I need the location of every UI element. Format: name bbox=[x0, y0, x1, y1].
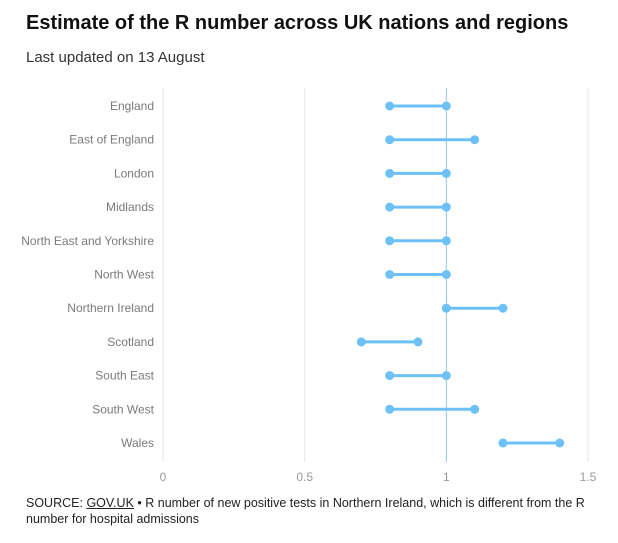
category-label: Scotland bbox=[107, 335, 154, 349]
category-label: South East bbox=[95, 369, 154, 383]
range-low-point bbox=[385, 404, 395, 414]
source-note: • R number of new positive tests in Nort… bbox=[26, 496, 585, 526]
category-label: South West bbox=[92, 402, 154, 416]
category-label: England bbox=[110, 99, 154, 113]
x-tick-label: 0.5 bbox=[296, 470, 313, 484]
source-prefix: SOURCE: bbox=[26, 496, 87, 510]
chart-subtitle: Last updated on 13 August bbox=[26, 49, 205, 66]
x-tick-label: 1 bbox=[443, 470, 450, 484]
range-high-point bbox=[441, 371, 451, 381]
category-label: Wales bbox=[121, 436, 154, 450]
range-high-point bbox=[470, 135, 480, 145]
range-high-point bbox=[498, 303, 508, 313]
range-high-point bbox=[413, 337, 423, 347]
range-low-point bbox=[498, 438, 508, 448]
range-low-point bbox=[385, 168, 395, 178]
category-label: London bbox=[114, 166, 154, 180]
range-high-point bbox=[441, 101, 451, 111]
range-high-point bbox=[470, 404, 480, 414]
chart-title: Estimate of the R number across UK natio… bbox=[26, 12, 569, 34]
category-label: North East and Yorkshire bbox=[21, 234, 154, 248]
category-label: Northern Ireland bbox=[67, 301, 154, 315]
source-footer: SOURCE: GOV.UK • R number of new positiv… bbox=[26, 495, 606, 527]
range-low-point bbox=[385, 236, 395, 246]
range-low-point bbox=[385, 101, 395, 111]
category-label: Midlands bbox=[106, 200, 154, 214]
r-number-chart: 0 0.5 1 1.5 England East of England London Midl… bbox=[21, 88, 597, 484]
range-low-point bbox=[356, 337, 366, 347]
range-low-point bbox=[385, 202, 395, 212]
category-label: North West bbox=[94, 268, 154, 282]
range-high-point bbox=[555, 438, 565, 448]
range-high-point bbox=[441, 168, 451, 178]
range-low-point bbox=[385, 371, 395, 381]
range-low-point bbox=[385, 135, 395, 145]
range-low-point bbox=[385, 270, 395, 279]
range-low-point bbox=[441, 303, 451, 313]
category-label: East of England bbox=[69, 133, 154, 147]
range-high-point bbox=[441, 236, 451, 246]
range-high-point bbox=[441, 202, 451, 212]
range-high-point bbox=[441, 270, 451, 279]
source-link[interactable]: GOV.UK bbox=[86, 496, 134, 510]
x-tick-label: 0 bbox=[160, 470, 167, 484]
x-tick-label: 1.5 bbox=[580, 470, 597, 484]
